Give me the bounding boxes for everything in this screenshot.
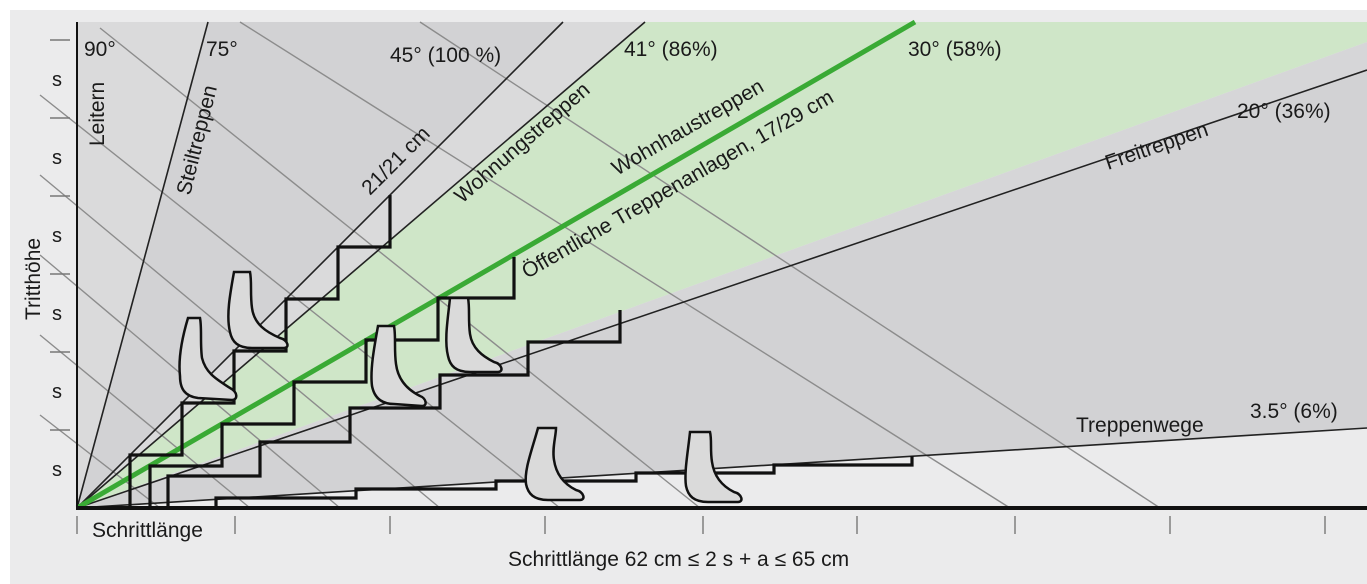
angle-label-75: 75° — [206, 38, 238, 61]
category-leitern: Leitern — [86, 82, 109, 146]
riser-label: s — [52, 147, 62, 169]
x-axis-label: Schrittlänge 62 cm ≤ 2 s + a ≤ 65 cm — [508, 548, 849, 571]
foot-icon — [370, 324, 427, 408]
angle-label-45: 45° (100 %) — [390, 44, 501, 67]
riser-label: s — [52, 303, 62, 325]
riser-label: s — [52, 69, 62, 91]
foot-icon — [445, 296, 503, 374]
riser-label: s — [52, 459, 62, 481]
category-treppenwege: Treppenwege — [1076, 414, 1204, 437]
step-length-label: Schrittlänge — [92, 519, 203, 542]
foot-icon — [684, 430, 743, 504]
foot-icon — [178, 316, 238, 402]
angle-label-3-5: 3.5° (6%) — [1250, 400, 1338, 423]
stair-3 — [214, 456, 914, 508]
foot-icon — [524, 426, 585, 502]
angle-lines — [76, 21, 1367, 509]
angle-label-20: 20° (36%) — [1237, 100, 1331, 123]
y-ticks — [50, 39, 70, 431]
y-axis-label: Tritthöhe — [22, 238, 45, 320]
stair-45 — [128, 195, 392, 508]
stair-20 — [166, 310, 622, 508]
riser-label: s — [52, 381, 62, 403]
angle-label-30: 30° (58%) — [908, 38, 1002, 61]
riser-labels: s s s s s s — [52, 69, 62, 481]
foot-icon — [227, 270, 289, 350]
riser-label: s — [52, 225, 62, 247]
x-ticks — [76, 516, 1326, 534]
line-30-degree — [75, 19, 917, 511]
angle-label-90: 90° — [84, 38, 116, 61]
angle-label-41: 41° (86%) — [624, 38, 718, 61]
